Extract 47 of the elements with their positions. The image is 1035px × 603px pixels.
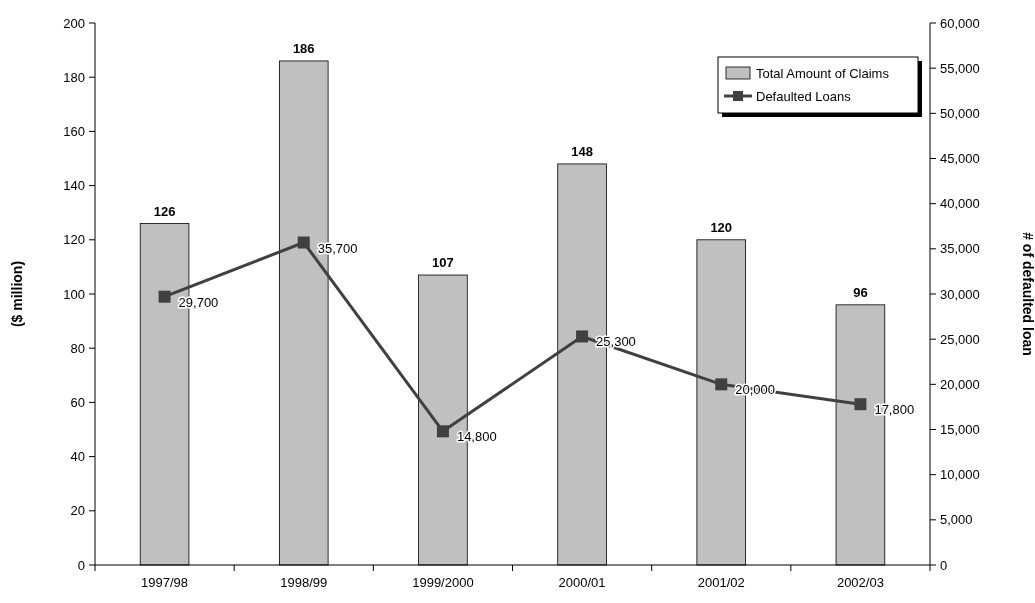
x-tick-label: 2000/01 xyxy=(558,575,606,590)
data-label: 35,700 xyxy=(317,240,358,256)
y-tick-label: 40 xyxy=(70,449,85,465)
point xyxy=(436,425,449,438)
data-label: 126 xyxy=(153,203,176,219)
data-label: 148 xyxy=(571,143,593,159)
legend-label: Total Amount of Claims xyxy=(756,65,890,81)
x-tick-label: 2002/03 xyxy=(836,575,884,590)
y-tick-label: 80 xyxy=(70,340,85,356)
y2-tick-label: 30,000 xyxy=(940,286,980,302)
y2-tick-label: 45,000 xyxy=(940,151,980,167)
data-label: 120 xyxy=(710,219,733,235)
y-axis-title: ($ million) xyxy=(9,260,25,328)
x-tick-label: 2001/02 xyxy=(697,575,745,590)
x-tick-label: 1997/98 xyxy=(141,575,189,590)
data-label: 186 xyxy=(292,40,315,56)
y2-tick-label: 25,000 xyxy=(940,331,980,347)
x-tick-label: 1999/2000 xyxy=(412,575,474,590)
point xyxy=(158,290,171,303)
x-tick-label: 1998/99 xyxy=(280,575,328,590)
legend-label: Defaulted Loans xyxy=(756,88,852,104)
y2-tick-label: 55,000 xyxy=(940,60,980,76)
y-tick-label: 100 xyxy=(63,286,85,302)
y-tick-label: 140 xyxy=(63,178,85,194)
y2-tick-label: 0 xyxy=(940,557,948,573)
y-tick-label: 120 xyxy=(63,232,85,248)
y2-tick-label: 5,000 xyxy=(940,512,973,528)
y-tick-label: 200 xyxy=(63,15,85,31)
y-tick-label: 60 xyxy=(70,394,85,410)
point xyxy=(576,330,589,343)
point xyxy=(854,398,867,411)
y2-tick-label: 15,000 xyxy=(940,422,980,438)
y2-tick-label: 10,000 xyxy=(940,467,980,483)
y-tick-label: 0 xyxy=(77,557,85,573)
point xyxy=(715,378,728,391)
data-label: 96 xyxy=(853,284,868,300)
y-tick-label: 180 xyxy=(63,69,85,85)
y2-tick-label: 20,000 xyxy=(940,376,980,392)
point xyxy=(297,236,310,249)
y2-axis-title: # of defaulted loan xyxy=(1020,232,1035,356)
y2-tick-label: 35,000 xyxy=(940,241,980,257)
y2-tick-label: 40,000 xyxy=(940,196,980,212)
y-tick-label: 160 xyxy=(63,123,85,139)
y-tick-label: 20 xyxy=(70,503,85,519)
y2-tick-label: 50,000 xyxy=(940,105,980,121)
data-label: 107 xyxy=(432,255,454,271)
y2-tick-label: 60,000 xyxy=(940,15,980,31)
